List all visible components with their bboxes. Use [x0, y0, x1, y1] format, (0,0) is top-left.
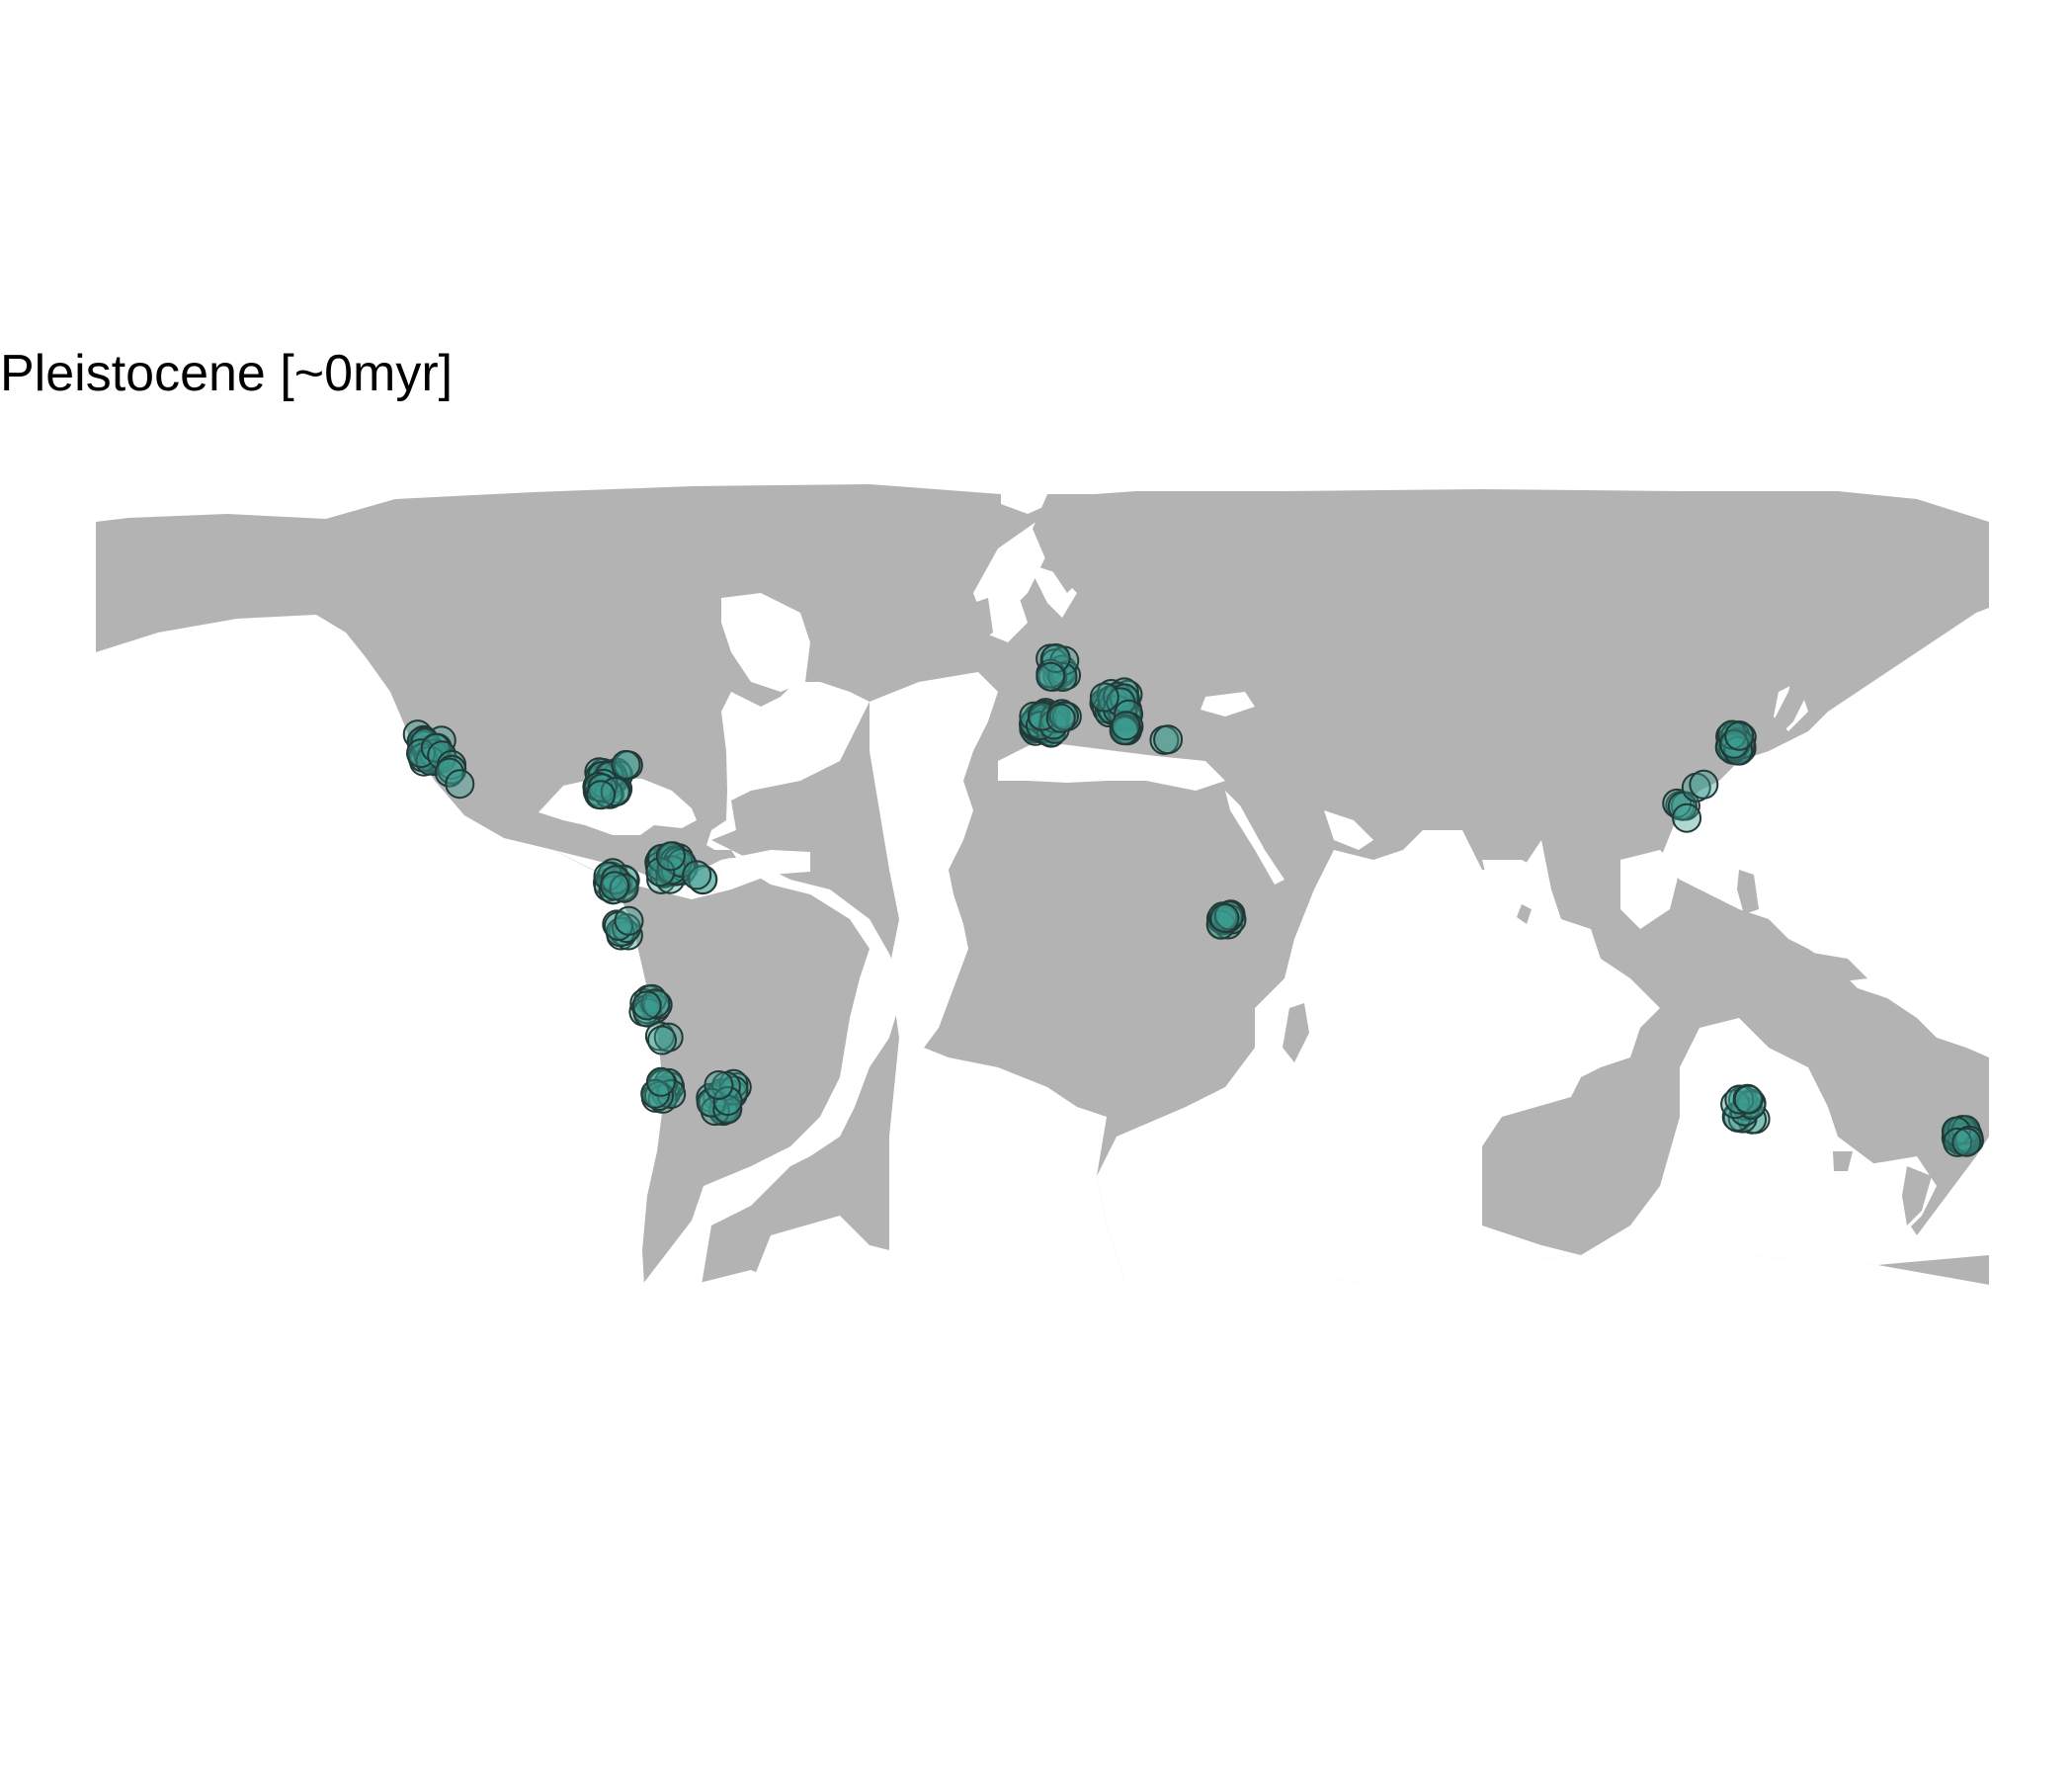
occurrence-point-colombia-ecuador — [600, 871, 630, 901]
occurrence-point-uruguay — [710, 1070, 741, 1101]
hudson-bay — [721, 593, 810, 692]
tasmania — [1833, 1151, 1853, 1171]
occurrence-point-uruguay — [704, 1070, 734, 1100]
occurrence-point-new-zealand — [1943, 1127, 1973, 1157]
mediterranean-sea — [998, 741, 1225, 791]
new-guinea — [1788, 949, 1867, 983]
north-pacific-east — [96, 615, 664, 1401]
occurrence-point-east-africa — [1214, 900, 1244, 931]
occurrence-point-iberia — [1045, 703, 1076, 733]
occurrence-point-france — [1047, 662, 1078, 692]
occurrence-points — [402, 643, 1984, 1157]
occurrence-point-caribbean-venezuela — [682, 860, 712, 890]
baltic-sea — [1028, 563, 1077, 618]
cuba — [682, 850, 736, 860]
occurrence-point-italy — [1111, 711, 1141, 741]
occurrence-point-new-zealand — [1951, 1127, 1982, 1157]
occurrence-point-peru — [642, 989, 673, 1020]
occurrence-point-east-africa — [1209, 903, 1240, 933]
uk-ireland — [968, 598, 993, 642]
atlantic-ocean — [96, 682, 1989, 1401]
occurrence-point-italy — [1089, 682, 1119, 713]
black-sea — [1201, 692, 1255, 717]
southern-ocean — [96, 1255, 1989, 1334]
occurrence-point-japan — [1724, 720, 1755, 751]
new-zealand-south — [1902, 1166, 1932, 1225]
occurrence-point-california — [434, 757, 464, 788]
occurrence-point-florida — [611, 749, 641, 780]
sumatra — [1620, 939, 1670, 1003]
iceland — [924, 549, 958, 568]
arctic-ocean-east — [1001, 455, 1989, 522]
occurrence-point-australia — [1733, 1084, 1764, 1115]
occurrence-point-california — [445, 769, 475, 800]
sri-lanka — [1517, 904, 1532, 924]
madagascar — [1283, 1003, 1309, 1062]
occurrence-point-caribbean-venezuela — [655, 841, 686, 872]
occurrence-point-colombia-ecuador — [609, 873, 639, 903]
borneo — [1680, 919, 1724, 964]
occurrence-point-argentina — [645, 1066, 676, 1097]
occurrence-point-japan — [1719, 728, 1750, 759]
arctic-ocean-west — [96, 455, 1001, 522]
west-pacific — [1660, 608, 1989, 1057]
occurrence-point-peru — [647, 1025, 677, 1055]
south-china-sea — [1620, 850, 1680, 929]
japan-island — [1771, 652, 1813, 736]
occurrence-point-uruguay — [712, 1086, 743, 1116]
occurrence-point-france — [1036, 661, 1066, 692]
occurrence-point-france — [1040, 643, 1071, 673]
occurrence-point-greece — [1153, 724, 1184, 755]
philippines — [1737, 870, 1759, 914]
occurrence-point-china — [1672, 802, 1702, 833]
red-sea — [1225, 791, 1285, 885]
bay-of-bengal — [1482, 860, 1541, 919]
greenland — [1033, 494, 1126, 593]
occurrence-point-caribbean-venezuela — [645, 857, 676, 887]
east-atlantic — [870, 672, 1126, 1285]
occurrence-point-peru — [632, 997, 663, 1028]
persian-gulf — [1324, 810, 1373, 850]
map-title: Pleistocene [~0myr] — [0, 345, 454, 402]
occurrence-point-australia — [1724, 1084, 1755, 1115]
occurrence-point-taiwan — [1689, 769, 1719, 800]
indian-ocean — [1097, 830, 1660, 1285]
occurrence-point-ecuador — [614, 905, 644, 936]
occurrence-point-argentina — [656, 1079, 687, 1109]
occurrence-point-peru — [631, 990, 662, 1021]
ocean-layer — [96, 455, 1989, 1401]
occurrence-point-florida — [586, 780, 617, 810]
